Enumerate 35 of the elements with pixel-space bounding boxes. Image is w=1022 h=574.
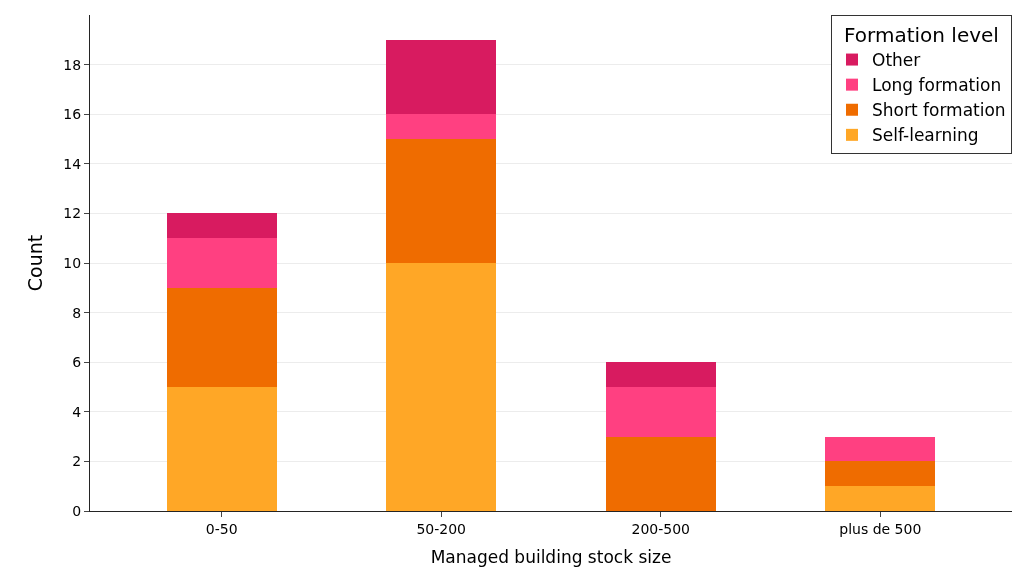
x-tick-label: 50-200: [416, 520, 467, 537]
y-tick-label: 16: [63, 106, 82, 123]
bar: [166, 387, 277, 511]
bar: [386, 39, 497, 115]
legend-title: Formation level: [844, 23, 999, 47]
bar: [386, 139, 497, 263]
legend-label: Long formation: [872, 75, 1002, 96]
y-tick-label: 18: [63, 56, 82, 73]
legend-label: Other: [872, 50, 921, 71]
bar: [166, 287, 277, 387]
y-tick-label: 10: [63, 254, 82, 271]
legend-label: Short formation: [872, 100, 1006, 121]
bar: [605, 436, 716, 511]
x-axis-title: Managed building stock size: [430, 547, 672, 568]
y-tick-label: 0: [72, 502, 82, 519]
y-tick-label: 8: [72, 304, 82, 321]
bar: [166, 238, 277, 288]
y-tick-label: 2: [72, 453, 82, 470]
legend-label: Self-learning: [872, 125, 979, 146]
x-tick-label: 200-500: [631, 520, 691, 537]
bar: [386, 263, 497, 511]
x-tick-label: plus de 500: [839, 520, 922, 537]
bar: [166, 213, 277, 239]
bar: [825, 436, 936, 462]
y-tick-label: 6: [72, 354, 82, 371]
y-axis-title: Count: [24, 234, 47, 292]
y-tick-label: 12: [63, 205, 82, 222]
bar: [825, 486, 936, 511]
bar: [605, 362, 716, 387]
bar: [825, 461, 936, 487]
y-tick-label: 14: [63, 155, 82, 172]
bar: [386, 114, 497, 139]
y-tick-label: 4: [72, 403, 82, 420]
x-tick-label: 0-50: [205, 520, 238, 537]
bar: [605, 387, 716, 437]
